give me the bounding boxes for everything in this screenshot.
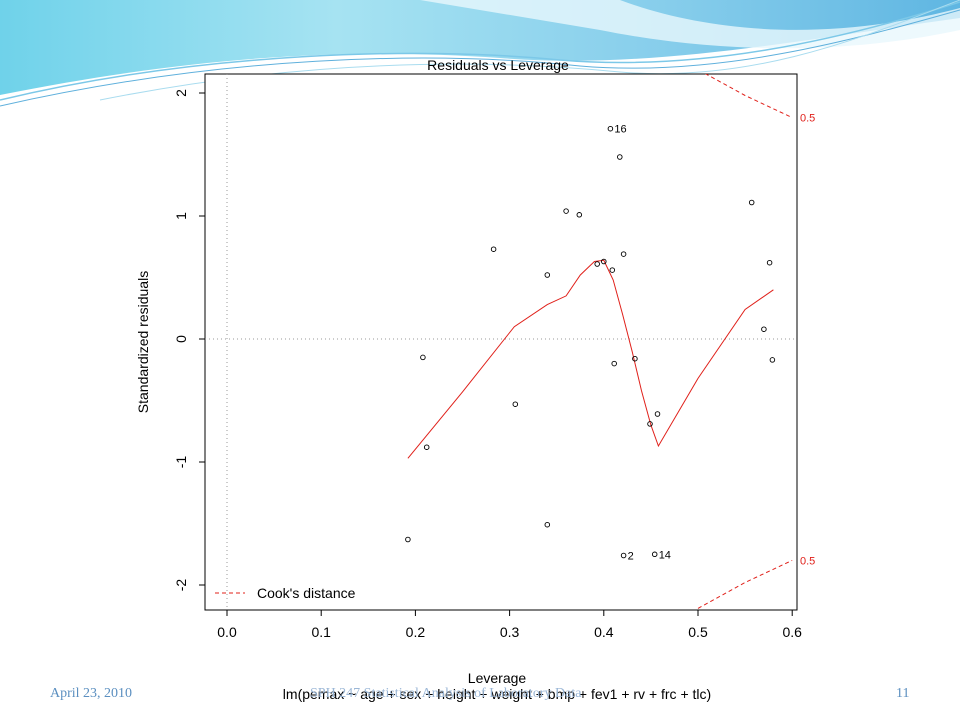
y-axis-label: Standardized residuals (135, 271, 151, 413)
legend: Cook's distance (215, 585, 356, 601)
data-point (544, 521, 551, 528)
data-point (544, 272, 551, 278)
plot-frame (204, 73, 798, 611)
y-tick-label: -1 (173, 456, 189, 469)
points-group: 16 2 14 (405, 124, 776, 563)
data-point (576, 212, 583, 218)
x-tick-label: 0.0 (217, 624, 237, 640)
point-label: 14 (659, 549, 671, 561)
cooks-level-label-upper: 0.5 (800, 113, 815, 125)
data-point (761, 326, 767, 332)
y-tick-label: 2 (173, 89, 189, 97)
point-label: 2 (628, 551, 634, 563)
data-point (607, 125, 614, 132)
y-tick-label: 1 (173, 212, 189, 220)
data-point (647, 421, 653, 427)
data-point (594, 261, 600, 267)
data-point (632, 355, 638, 362)
legend-cooks-label: Cook's distance (257, 585, 356, 601)
data-point (611, 360, 617, 367)
data-point (420, 354, 426, 361)
axes-group: 0.0 0.1 0.2 0.3 0.4 0.5 0.6 -2 -1 0 1 2 (173, 89, 802, 640)
model-formula: lm(pemax ~ age + sex + height + weight +… (283, 686, 711, 702)
y-tick-label: 0 (173, 335, 189, 343)
footer-course: SPH 247 Statistical Analysis of Laborato… (310, 686, 582, 701)
header-wave-highlight (420, 0, 960, 49)
data-point (617, 154, 623, 160)
data-point (423, 444, 430, 450)
x-tick-label: 0.2 (406, 624, 426, 640)
data-point (563, 208, 569, 214)
data-point (651, 551, 658, 558)
cooks-distance-upper (704, 74, 793, 119)
data-point (601, 258, 607, 265)
footer-page-number: 11 (896, 686, 910, 701)
x-axis-label: Leverage (468, 670, 527, 686)
data-point (748, 199, 755, 206)
x-tick-label: 0.6 (782, 624, 802, 640)
x-tick-label: 0.4 (594, 624, 614, 640)
y-tick-label: -2 (173, 579, 189, 592)
smoother-line (407, 259, 774, 459)
data-point (620, 552, 627, 559)
header-wave (0, 0, 960, 95)
data-point (609, 267, 616, 273)
cooks-distance-lower (697, 559, 793, 609)
x-tick-label: 0.3 (500, 624, 520, 640)
x-tick-label: 0.5 (688, 624, 708, 640)
header-swoosh-2 (0, 9, 960, 107)
cooks-distance-lines (697, 74, 793, 609)
cooks-level-label-lower: 0.5 (800, 555, 815, 567)
data-point (654, 411, 661, 417)
footer-date: April 23, 2010 (50, 686, 133, 701)
header-swoosh-1 (0, 1, 960, 101)
data-point (405, 536, 411, 543)
x-tick-label: 0.1 (311, 624, 331, 640)
chart-title: Residuals vs Leverage (427, 57, 569, 73)
data-point (769, 357, 776, 363)
data-point (512, 401, 519, 407)
smoother-group (407, 259, 774, 459)
data-point (620, 251, 627, 257)
reference-lines (205, 74, 797, 610)
point-label: 16 (614, 124, 626, 136)
data-point (490, 246, 497, 252)
data-point (766, 259, 773, 266)
